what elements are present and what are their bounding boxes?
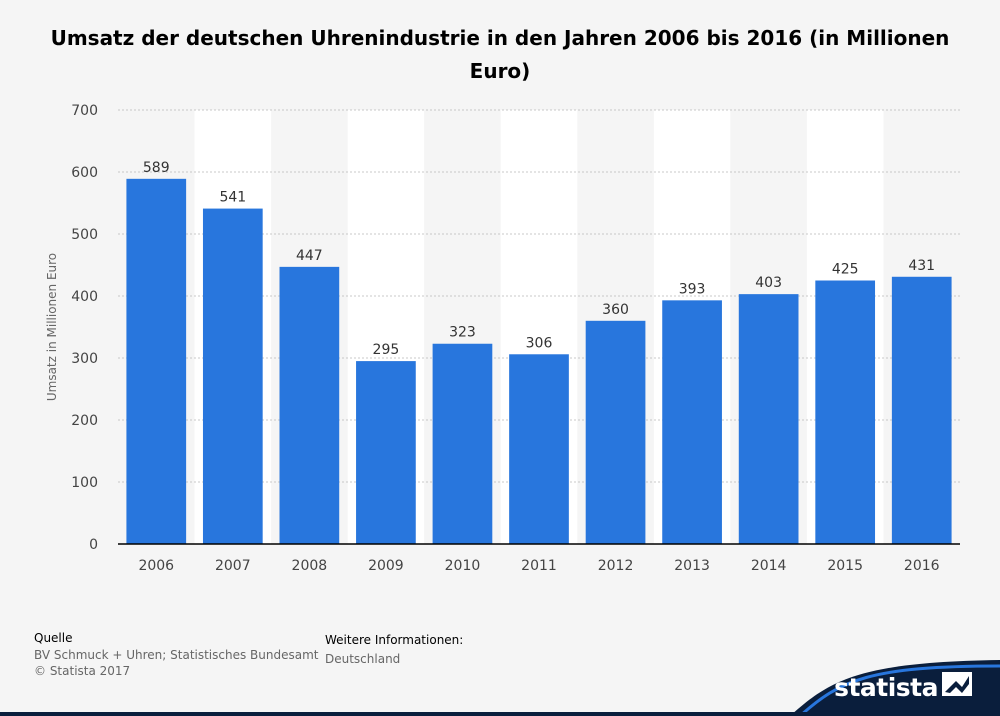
- data-labels: 589 541 447 295 323 306 360 393 403 425 431: [143, 160, 935, 358]
- data-label-2007: 541: [219, 190, 246, 206]
- source-name: BV Schmuck + Uhren; Statistisches Bundes…: [34, 648, 319, 662]
- data-label-2012: 360: [602, 302, 629, 318]
- x-tick-label-2013: 2013: [674, 558, 710, 574]
- bar-2011[interactable]: [509, 354, 569, 544]
- y-tick-label: 300: [71, 351, 98, 367]
- data-label-2016: 431: [908, 258, 935, 274]
- bar-2012[interactable]: [585, 320, 646, 544]
- x-tick-label-2008: 2008: [292, 558, 328, 574]
- y-tick-label: 600: [71, 165, 98, 181]
- x-tick-label-2016: 2016: [904, 558, 940, 574]
- brand-name: statista: [834, 673, 938, 702]
- bar-2015[interactable]: [815, 280, 876, 545]
- statista-logo-icon: [942, 672, 972, 696]
- copyright: © Statista 2017: [34, 664, 131, 678]
- bar-2009[interactable]: [356, 361, 416, 544]
- x-tick-label-2014: 2014: [751, 558, 787, 574]
- bar-2014[interactable]: [738, 294, 799, 544]
- data-label-2011: 306: [526, 335, 553, 351]
- y-tick-label: 200: [71, 413, 98, 429]
- data-label-2013: 393: [679, 281, 706, 297]
- y-axis-label: Umsatz in Millionen Euro: [45, 253, 59, 401]
- bar-2007[interactable]: [202, 208, 263, 544]
- y-tick-label: 700: [71, 103, 98, 119]
- bar-2010[interactable]: [432, 343, 493, 544]
- y-tick-label: 400: [71, 289, 98, 305]
- x-tick-label-2010: 2010: [445, 558, 481, 574]
- x-tick-label-2011: 2011: [521, 558, 557, 574]
- y-tick-label: 100: [71, 475, 98, 491]
- info-text: Deutschland: [325, 652, 401, 666]
- data-label-2015: 425: [832, 262, 859, 278]
- source-text: BV Schmuck + Uhren; Statistisches Bundes…: [34, 647, 334, 679]
- y-tick-label: 500: [71, 227, 98, 243]
- data-label-2014: 403: [755, 275, 782, 291]
- x-tick-label-2006: 2006: [138, 558, 174, 574]
- bar-2016[interactable]: [891, 276, 952, 544]
- data-label-2009: 295: [373, 342, 400, 358]
- y-tick-label: 0: [89, 537, 98, 553]
- data-label-2008: 447: [296, 248, 323, 264]
- x-tick-label-2012: 2012: [598, 558, 634, 574]
- source-heading[interactable]: Quelle: [34, 631, 73, 645]
- data-label-2010: 323: [449, 325, 476, 341]
- info-heading[interactable]: Weitere Informationen:: [325, 633, 464, 647]
- statista-brand[interactable]: statista: [790, 650, 1000, 716]
- x-tick-label-2007: 2007: [215, 558, 251, 574]
- x-tick-label-2015: 2015: [827, 558, 863, 574]
- bar-2006[interactable]: [126, 178, 187, 544]
- data-label-2006: 589: [143, 160, 170, 176]
- chart-title: Umsatz der deutschen Uhrenindustrie in d…: [50, 26, 950, 83]
- x-tick-labels: 2006 2007 2008 2009 2010 2011 2012 2013 2014 2015…: [138, 558, 939, 574]
- bar-2013[interactable]: [662, 300, 722, 544]
- bars: [126, 178, 952, 545]
- x-tick-label-2009: 2009: [368, 558, 404, 574]
- y-tick-labels: 0 100 200 300 400 500 600 700: [71, 103, 98, 553]
- bottom-line: [0, 712, 1000, 716]
- bar-chart: 589 541 447 295 323 306 360 393 403 425 431 0 100 20…: [45, 103, 960, 574]
- bar-2008[interactable]: [279, 266, 340, 544]
